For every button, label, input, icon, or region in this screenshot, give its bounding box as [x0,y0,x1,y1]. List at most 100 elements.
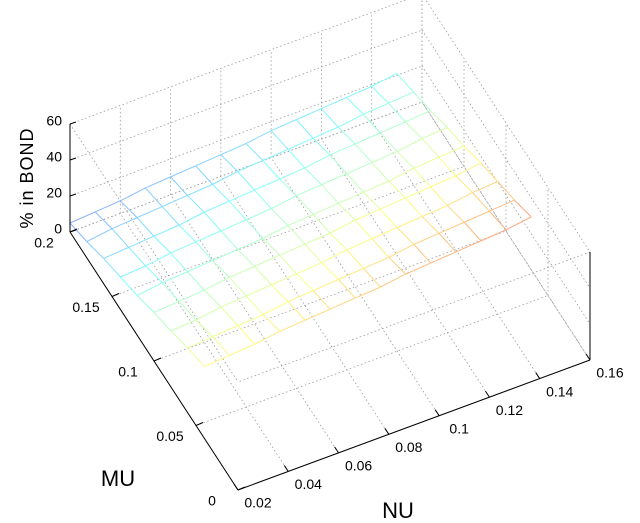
grid-line [69,101,423,233]
mesh-edge [287,225,306,245]
mesh-edge [220,154,239,172]
y-tick-label: 0.05 [156,428,183,444]
mesh-edge [371,227,398,240]
mesh-edge [220,143,247,156]
mesh-edge [237,314,264,327]
x-tick-label: 0.12 [496,402,523,418]
mesh-edge [329,297,356,310]
mesh-edge [363,180,389,193]
mesh-edge [296,108,322,121]
mesh-edge [413,167,431,188]
mesh-edge [279,167,305,180]
z-tick-label: 20 [46,185,62,201]
mesh-edge [220,230,239,250]
mesh-edge [187,183,213,196]
y-tick [237,486,246,491]
mesh-edge [262,314,281,332]
mesh-edge [329,154,348,174]
mesh-edge [421,127,448,140]
mesh-edge [338,267,364,280]
mesh-edge [321,96,347,110]
mesh-edge [346,249,364,269]
mesh-edge [161,282,180,302]
mesh-edge [212,325,239,338]
mesh-edge [69,211,96,224]
z-tick [69,229,77,233]
mesh-edge [254,330,281,345]
mesh-edge [329,219,356,234]
mesh-edge [455,175,473,193]
mesh-edge [237,237,264,250]
grid-line [195,295,549,426]
mesh-edge [262,238,281,256]
mesh-edge [371,238,390,258]
mesh-edge [229,189,255,202]
mesh-edge [313,279,339,292]
mesh-edge [488,210,507,231]
mesh-edge [371,162,389,182]
mesh-edge [379,121,406,134]
mesh-edge [363,256,389,269]
grid-line [425,0,591,253]
mesh-edge [514,199,532,218]
mesh-edge [338,279,356,299]
mesh-edge [321,184,339,204]
mesh-edge [321,173,347,186]
mesh-edge [304,232,331,245]
mesh-edge [128,235,155,248]
z-tick [69,157,77,161]
mesh-edge [162,271,188,284]
mesh-edge [379,132,398,152]
mesh-edge [204,276,230,291]
mesh-edge [430,186,448,206]
mesh-edge [94,211,113,230]
mesh-edge [354,208,381,221]
y-tick [195,422,204,426]
mesh-edge [178,211,205,226]
y-tick-label: 0 [208,493,216,509]
mesh-edge [287,301,306,321]
mesh-edge [187,271,205,291]
mesh-edge [279,254,297,275]
mesh-edge [237,171,255,191]
mesh-edge [321,262,339,280]
mesh-edge [212,184,230,202]
mesh-edge [413,156,440,169]
mesh-edge [120,187,146,202]
mesh-edge [170,176,188,196]
grid-line [371,120,541,379]
z-tick [69,193,77,197]
mesh-edge [69,222,88,242]
y-tick-label: 0.1 [118,364,138,380]
mesh-edge [296,273,314,291]
mesh-edge [145,265,163,284]
mesh-edge [237,159,264,172]
mesh-edge [337,202,356,221]
x-tick-label: 0.1 [449,420,469,436]
mesh-edge [246,284,272,297]
y-tick-label: 0.2 [34,235,54,251]
mesh-edge [354,143,373,163]
mesh-edge [170,252,188,272]
mesh-edge [447,205,465,223]
mesh-edge [195,230,222,243]
mesh-edge [120,265,146,278]
grid-line [69,29,423,161]
mesh-edge [86,228,113,243]
mesh-edge [304,243,323,264]
mesh-edge [388,180,406,199]
x-tick [233,483,239,491]
mesh-edge [136,295,155,313]
mesh-edge [170,241,197,254]
mesh-edge [220,219,247,232]
mesh-edge [279,319,306,332]
mesh-edge [430,110,448,128]
mesh-edge [346,85,372,98]
mesh-edge [329,232,348,251]
mesh-edge [212,248,238,262]
mesh-edge [296,195,314,215]
mesh-edge [162,194,188,208]
mesh-edge [405,262,431,275]
mesh-edge [321,108,339,128]
mesh-edge [229,277,247,297]
